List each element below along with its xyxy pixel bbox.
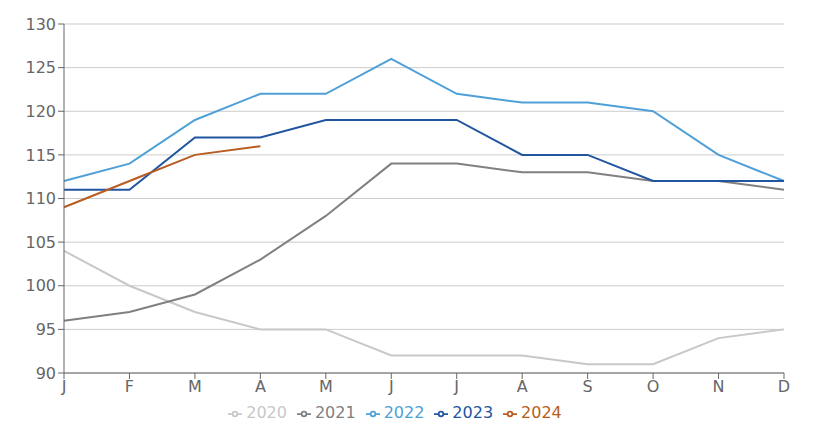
svg-text:125: 125: [25, 58, 56, 77]
svg-text:115: 115: [25, 146, 56, 165]
svg-text:S: S: [583, 377, 593, 396]
html-text:2021: 2021: [314, 403, 356, 422]
svg-text:F: F: [125, 377, 134, 396]
svg-text:105: 105: [25, 233, 56, 252]
svg-text:A: A: [517, 377, 528, 396]
svg-text:D: D: [778, 377, 790, 396]
svg-text:A: A: [255, 377, 266, 396]
svg-text:130: 130: [25, 15, 56, 34]
svg-text:90: 90: [36, 364, 56, 383]
svg-text:110: 110: [25, 189, 56, 208]
svg-text:J: J: [61, 377, 67, 396]
svg-text:J: J: [453, 377, 459, 396]
html-text:2023: 2023: [452, 403, 494, 422]
html-text:2022: 2022: [383, 403, 425, 422]
svg-text:120: 120: [25, 102, 56, 121]
svg-text:100: 100: [25, 276, 56, 295]
svg-text:M: M: [188, 377, 202, 396]
svg-text:N: N: [713, 377, 725, 396]
svg-text:O: O: [647, 377, 660, 396]
svg-text:95: 95: [36, 320, 56, 339]
html-text:2020: 2020: [246, 403, 287, 422]
svg-text:M: M: [319, 377, 333, 396]
html-text:2024: 2024: [521, 403, 562, 422]
svg-text:J: J: [388, 377, 394, 396]
